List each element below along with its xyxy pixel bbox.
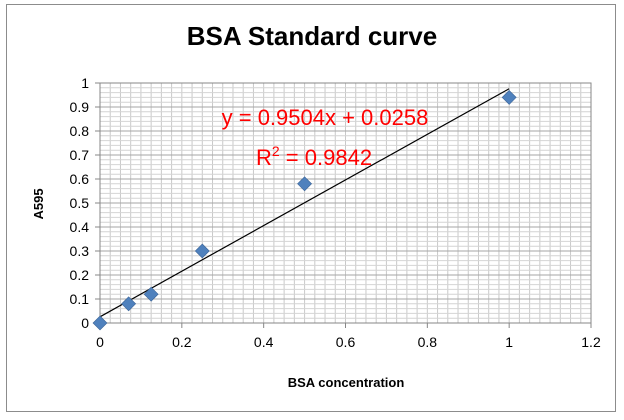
trendline xyxy=(99,88,510,318)
data-points xyxy=(92,89,517,331)
x-axis-title: BSA concentration xyxy=(288,375,405,390)
y-tick-label: 0.1 xyxy=(70,291,90,307)
y-axis-title: A595 xyxy=(31,188,46,219)
y-tick-label: 0.8 xyxy=(70,123,90,139)
y-tick-label: 0.4 xyxy=(70,219,90,235)
r-squared-prefix: R xyxy=(256,145,272,170)
r-squared-superscript: 2 xyxy=(272,143,280,159)
data-point xyxy=(194,243,210,259)
y-tick-label: 0 xyxy=(81,315,89,331)
y-axis: 0 0.1 0.2 0.3 0.4 0.5 0.6 0.7 0.8 0.9 1 xyxy=(70,75,100,331)
r-squared-label: R2 = 0.9842 xyxy=(256,143,372,170)
data-point xyxy=(501,89,517,105)
y-tick-label: 1 xyxy=(81,75,89,91)
data-point xyxy=(143,286,159,302)
y-tick-label: 0.6 xyxy=(70,171,90,187)
x-tick-label: 0 xyxy=(96,334,104,350)
x-tick-label: 0.2 xyxy=(172,334,192,350)
y-tick-label: 0.9 xyxy=(70,99,90,115)
y-tick-label: 0.2 xyxy=(70,267,90,283)
x-tick-label: 0.8 xyxy=(418,334,438,350)
x-axis: 0 0.2 0.4 0.6 0.8 1 1.2 xyxy=(96,323,601,350)
x-tick-label: 0.6 xyxy=(336,334,356,350)
grid xyxy=(100,83,591,323)
x-tick-label: 1 xyxy=(505,334,513,350)
chart-title: BSA Standard curve xyxy=(187,21,437,51)
data-point xyxy=(297,176,313,192)
data-point xyxy=(92,315,108,331)
y-tick-label: 0.7 xyxy=(70,147,90,163)
y-tick-label: 0.3 xyxy=(70,243,90,259)
data-point xyxy=(121,296,137,312)
y-tick-label: 0.5 xyxy=(70,195,90,211)
x-tick-label: 1.2 xyxy=(581,334,601,350)
r-squared-value: = 0.9842 xyxy=(280,145,372,170)
x-tick-label: 0.4 xyxy=(254,334,274,350)
trendline-equation: y = 0.9504x + 0.0258 xyxy=(222,105,429,130)
